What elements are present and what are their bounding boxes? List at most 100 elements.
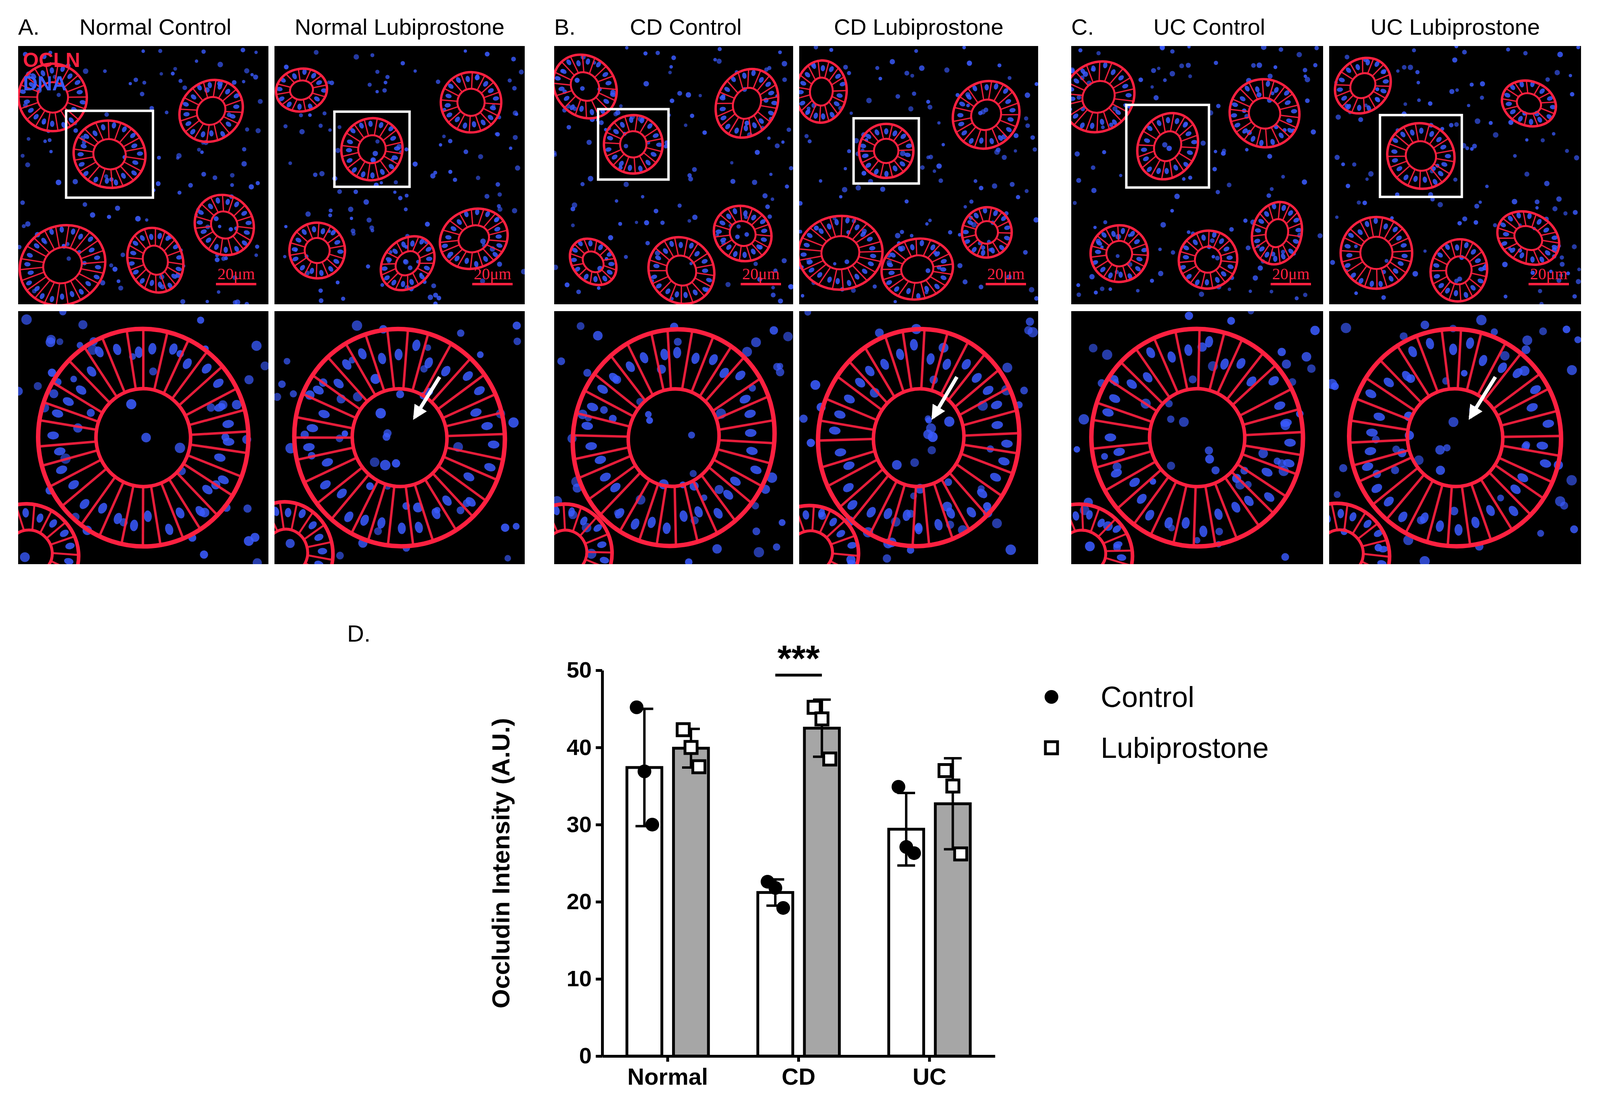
stroma-nucleus bbox=[767, 136, 771, 141]
cell-border bbox=[839, 215, 844, 237]
cell-border bbox=[852, 263, 868, 282]
micrograph bbox=[18, 46, 269, 305]
nucleus bbox=[446, 250, 455, 258]
crypt-apical bbox=[453, 85, 489, 120]
cell-border bbox=[858, 241, 882, 248]
nucleus bbox=[612, 127, 620, 136]
crypt bbox=[875, 231, 960, 305]
stroma-nucleus bbox=[56, 338, 64, 346]
nucleus bbox=[130, 142, 139, 150]
nucleus bbox=[487, 87, 495, 95]
nucleus bbox=[731, 207, 738, 215]
stroma-nucleus bbox=[254, 253, 258, 258]
nucleus bbox=[223, 246, 229, 254]
stroma-nucleus bbox=[1294, 296, 1299, 301]
stroma-nucleus bbox=[564, 282, 570, 288]
stroma-nucleus bbox=[849, 111, 853, 116]
stroma-nucleus bbox=[1209, 238, 1215, 243]
nucleus bbox=[134, 346, 143, 359]
nucleus bbox=[47, 431, 59, 440]
nucleus bbox=[92, 274, 101, 281]
nucleus bbox=[481, 255, 489, 263]
cell-border bbox=[379, 122, 389, 138]
nucleus bbox=[129, 519, 139, 532]
nucleus bbox=[707, 352, 720, 367]
cell-border bbox=[412, 343, 461, 396]
cell-border bbox=[854, 230, 876, 243]
stroma-nucleus bbox=[941, 142, 945, 147]
stroma-nucleus bbox=[928, 154, 933, 160]
stroma-nucleus bbox=[511, 208, 518, 214]
cell-border bbox=[702, 467, 758, 503]
stroma-nucleus bbox=[20, 200, 25, 206]
nucleus bbox=[585, 58, 591, 65]
stroma-nucleus bbox=[1211, 255, 1216, 259]
cell-border bbox=[809, 103, 817, 120]
crypt-apical bbox=[819, 234, 861, 271]
nucleus bbox=[860, 267, 869, 275]
cell-border bbox=[827, 101, 839, 115]
cell-border bbox=[671, 484, 711, 543]
nucleus bbox=[232, 104, 240, 109]
nucleus bbox=[820, 113, 826, 120]
stroma-nucleus bbox=[164, 110, 169, 115]
inset-box bbox=[334, 111, 410, 187]
nucleus bbox=[678, 241, 683, 249]
crypt-apical bbox=[808, 76, 834, 107]
micrograph bbox=[799, 311, 1039, 565]
stroma-nucleus bbox=[1166, 145, 1172, 151]
stroma-nucleus bbox=[250, 73, 254, 77]
nucleus bbox=[216, 82, 223, 91]
cell-border bbox=[839, 462, 884, 514]
crypt bbox=[799, 58, 849, 125]
nucleus bbox=[700, 258, 709, 265]
stroma-nucleus bbox=[640, 194, 645, 199]
nucleus bbox=[346, 138, 354, 145]
cell-border bbox=[311, 467, 369, 504]
nucleus bbox=[649, 150, 658, 158]
nucleus bbox=[112, 511, 124, 526]
stroma-nucleus bbox=[349, 216, 354, 220]
stroma-nucleus bbox=[557, 357, 566, 366]
stroma-nucleus bbox=[1251, 62, 1257, 68]
cell-border bbox=[749, 243, 765, 256]
cell-border bbox=[829, 217, 836, 238]
stroma-nucleus bbox=[86, 408, 95, 417]
cell-border bbox=[442, 106, 459, 113]
micrograph bbox=[1071, 46, 1324, 305]
stroma-nucleus bbox=[618, 221, 623, 227]
nucleus bbox=[690, 351, 702, 366]
stroma-nucleus bbox=[363, 199, 369, 206]
inset-box bbox=[66, 110, 153, 198]
stroma-nucleus bbox=[251, 340, 262, 351]
nucleus bbox=[76, 89, 84, 95]
nucleus bbox=[760, 236, 768, 243]
stroma-nucleus bbox=[932, 169, 937, 174]
nucleus bbox=[745, 446, 759, 456]
nucleus bbox=[193, 504, 207, 519]
crypt bbox=[432, 63, 510, 141]
nucleus bbox=[715, 229, 723, 234]
cell-border bbox=[995, 238, 1009, 246]
stroma-nucleus bbox=[1179, 63, 1185, 69]
nucleus bbox=[320, 456, 334, 469]
nucleus bbox=[719, 114, 728, 122]
cell-border bbox=[998, 90, 1013, 107]
cell-border bbox=[819, 510, 831, 533]
stroma-nucleus bbox=[813, 46, 819, 50]
nucleus bbox=[131, 159, 139, 166]
crypt bbox=[118, 219, 193, 301]
cell-border bbox=[803, 505, 823, 531]
cell-border bbox=[572, 423, 629, 449]
stroma-nucleus bbox=[1118, 173, 1123, 178]
stroma-nucleus bbox=[937, 121, 941, 125]
stroma-nucleus bbox=[441, 134, 446, 139]
stroma-nucleus bbox=[991, 183, 997, 189]
stroma-nucleus bbox=[770, 292, 776, 298]
stroma-nucleus bbox=[908, 106, 914, 112]
nucleus bbox=[200, 130, 207, 139]
stroma-nucleus bbox=[702, 130, 707, 135]
nucleus bbox=[692, 505, 705, 520]
stroma-nucleus bbox=[403, 259, 409, 265]
nucleus bbox=[817, 227, 825, 235]
